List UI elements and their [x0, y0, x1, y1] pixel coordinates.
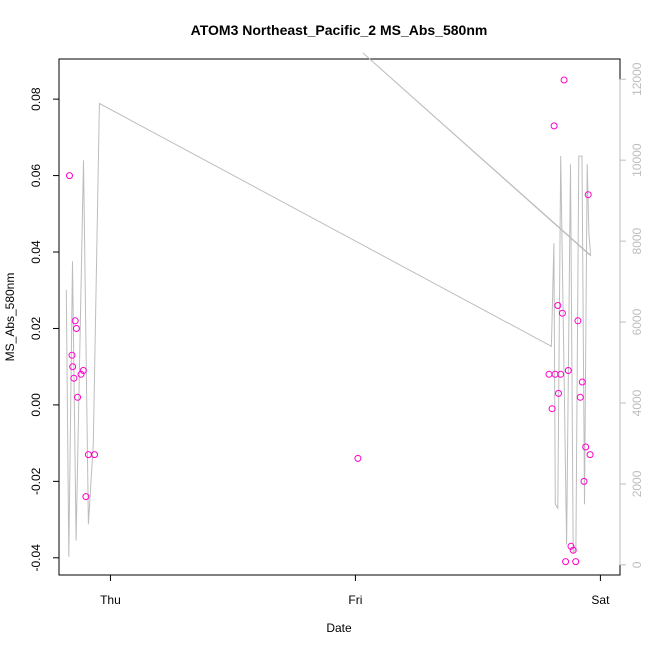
y2-tick-label: 6000 [630, 308, 644, 335]
y-tick-label: 0.04 [29, 240, 43, 264]
data-point [554, 302, 562, 309]
data-point [578, 378, 586, 386]
y-tick-label: -0.02 [29, 467, 43, 495]
data-point [574, 317, 582, 325]
chart-title: ATOM3 Northeast_Pacific_2 MS_Abs_580nm [191, 22, 488, 38]
data-point [68, 351, 76, 359]
data-point [564, 367, 572, 374]
data-point [586, 451, 594, 459]
data-point [550, 122, 558, 130]
data-point [582, 443, 590, 451]
data-point [580, 477, 588, 485]
data-point [79, 367, 87, 374]
x-tick-label: Thu [100, 593, 121, 607]
data-point [548, 405, 556, 413]
altitude-trace-line [65, 52, 592, 557]
y-tick-label: 0.08 [29, 87, 43, 111]
data-point [576, 393, 584, 401]
data-point [558, 309, 566, 317]
data-point [69, 363, 77, 371]
data-point [77, 370, 85, 378]
x-tick-label: Sat [591, 593, 610, 607]
data-point [74, 393, 82, 401]
data-point [560, 76, 568, 84]
y2-axis: 0 2000 4000 6000 8000 10000 12000 [619, 62, 644, 568]
altitude-trace-group [65, 52, 592, 557]
data-point [82, 493, 90, 501]
data-point [70, 374, 78, 382]
data-point [91, 451, 98, 459]
y2-tick-label: 10000 [630, 143, 644, 177]
y-tick-label: 0.06 [29, 164, 43, 188]
y2-tick-label: 8000 [630, 227, 644, 254]
data-point [557, 370, 565, 378]
y-tick-label: 0.02 [29, 316, 43, 340]
data-point [555, 389, 562, 397]
y-axis-label: MS_Abs_580nm [3, 273, 17, 362]
y-tick-label: -0.04 [29, 544, 43, 572]
data-points-group [66, 76, 594, 566]
data-point [567, 542, 575, 550]
data-point [72, 325, 80, 332]
data-point [71, 317, 79, 325]
data-point [84, 451, 92, 459]
y2-tick-label: 2000 [630, 470, 644, 497]
y2-tick-label: 4000 [630, 389, 644, 416]
x-axis-label: Date [326, 621, 352, 635]
data-point [572, 558, 580, 566]
data-point [66, 172, 73, 180]
y2-tick-label: 12000 [630, 62, 644, 96]
data-point [584, 191, 592, 199]
data-point [562, 558, 570, 566]
x-axis: Thu Fri Sat [100, 574, 610, 607]
data-point [354, 454, 362, 462]
y-tick-label: 0.00 [29, 393, 43, 417]
y2-tick-label: 0 [630, 561, 644, 568]
data-point [569, 546, 577, 554]
y-axis: -0.04 -0.02 0.00 0.02 0.04 0.06 0.08 [29, 87, 60, 572]
plot-frame [58, 58, 621, 576]
x-tick-label: Fri [348, 593, 362, 607]
data-point [545, 370, 553, 378]
